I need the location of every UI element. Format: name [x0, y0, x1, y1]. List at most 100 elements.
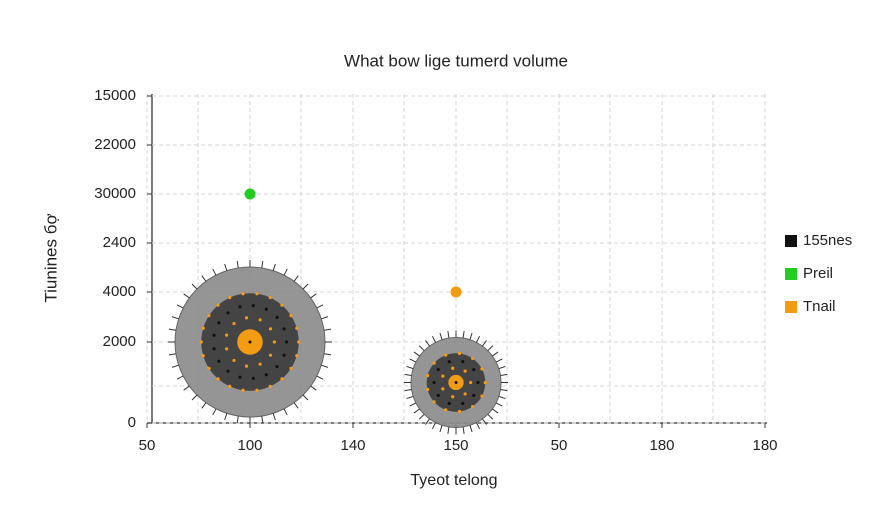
bubble-spike	[406, 395, 414, 400]
bubble-spike	[418, 345, 425, 352]
bubble-spike	[171, 316, 179, 320]
bubble-spike	[498, 395, 506, 400]
bubble-dot	[216, 303, 220, 307]
x-tick-label: 150	[443, 437, 468, 454]
bubble-dot	[275, 365, 279, 369]
bubble-spike	[321, 316, 329, 320]
bubble	[404, 330, 508, 435]
legend-label: 155nes	[803, 232, 852, 249]
bubble-spike	[469, 425, 473, 433]
bubble-spike	[171, 364, 179, 368]
bubble-dot	[289, 314, 293, 318]
bubble-dot	[264, 373, 268, 377]
bubble-spike	[406, 365, 414, 370]
bubble-spike	[176, 375, 184, 380]
bubble-dot	[268, 296, 272, 300]
legend-label: Tnail	[803, 298, 836, 315]
bubble-dot	[436, 368, 440, 372]
bubble-spike	[492, 351, 499, 357]
bubble-dot	[216, 377, 220, 381]
bubble-dot	[258, 362, 262, 366]
bubble-dot	[447, 360, 451, 364]
y-tick-label: 22000	[94, 136, 136, 153]
bubble-dot	[272, 340, 276, 344]
x-tick-label: 140	[340, 437, 365, 454]
bubble-dot	[275, 315, 279, 319]
x-tick-label: 180	[752, 437, 777, 454]
bubble-spike	[482, 340, 487, 347]
bubble-dot	[207, 366, 211, 370]
bubble-dot	[461, 360, 465, 364]
bubble-spike	[316, 375, 324, 380]
bubble-dot	[201, 354, 205, 358]
y-tick-label: 4000	[103, 283, 136, 300]
bubble-spike	[261, 260, 264, 269]
legend-swatch	[785, 235, 797, 247]
bubble-spike	[475, 422, 481, 430]
bubble-dot	[457, 351, 462, 356]
bubble-dot	[255, 388, 259, 392]
bubble-spike	[293, 275, 299, 282]
bubble-spike	[439, 332, 443, 340]
bubble-spike	[425, 418, 430, 425]
y-tick-label: 0	[128, 414, 136, 431]
bubble-dot	[471, 404, 475, 409]
bubble-spike	[409, 402, 417, 407]
x-tick-label: 180	[649, 437, 674, 454]
bubble-spike	[183, 385, 190, 391]
bubble-spike	[302, 283, 309, 290]
bubble-dot	[447, 401, 451, 405]
bubble-spike	[492, 408, 499, 414]
bubble-dot	[451, 366, 455, 370]
bubble-spike	[212, 268, 217, 276]
bubble-spike	[224, 413, 228, 421]
bubble-spike	[310, 385, 317, 391]
bubble-spike	[183, 293, 190, 299]
bubble-spike	[475, 335, 481, 343]
bubble-dot	[480, 394, 484, 398]
y-tick-label: 30000	[94, 185, 136, 202]
legend-swatch	[785, 268, 797, 280]
bubble-spike	[404, 389, 412, 392]
bubble-spike	[302, 394, 309, 401]
bubble-spike	[404, 373, 412, 376]
bubble-spike	[487, 413, 494, 420]
bubble-spike	[201, 275, 207, 282]
bubble-dot	[444, 353, 448, 357]
bubble-spike	[462, 426, 465, 434]
bubble-dot	[476, 380, 480, 385]
bubble-spike	[168, 353, 177, 356]
bubble-spike	[425, 340, 430, 347]
bubble-spike	[469, 332, 473, 340]
bubble-spike	[293, 402, 299, 409]
bubble-dot	[251, 303, 255, 308]
bubble-dot	[483, 380, 487, 385]
bubble-dot	[258, 318, 262, 322]
bubble-spike	[321, 364, 329, 368]
bubble-spike	[201, 402, 207, 409]
y-tick-label: 2400	[103, 234, 136, 251]
bubble-spike	[495, 358, 503, 363]
bubble-dot	[282, 353, 286, 357]
bubble-dot	[268, 353, 273, 357]
bubble-spike	[495, 402, 503, 407]
y-tick-label: 2000	[103, 333, 136, 350]
bubble-spike	[283, 408, 288, 416]
bubble-dot	[463, 392, 467, 396]
bubble-dot	[212, 347, 216, 351]
bubble-spike	[498, 365, 506, 370]
bubble-spike	[224, 263, 228, 271]
bubble-spike	[212, 408, 217, 416]
bubble-dot	[444, 408, 448, 412]
legend-label: Preil	[803, 265, 833, 282]
bubble-dot	[432, 380, 436, 385]
bubble-dot	[441, 374, 445, 378]
bubble-dot	[228, 384, 232, 388]
bubble-dot	[295, 326, 299, 330]
bubble-dot	[432, 400, 436, 404]
bubble-dot	[225, 347, 229, 351]
bubble-dot	[217, 321, 221, 325]
bubble-dot	[295, 354, 299, 358]
bubble-spike	[272, 263, 276, 271]
bubble-spike	[431, 335, 437, 343]
